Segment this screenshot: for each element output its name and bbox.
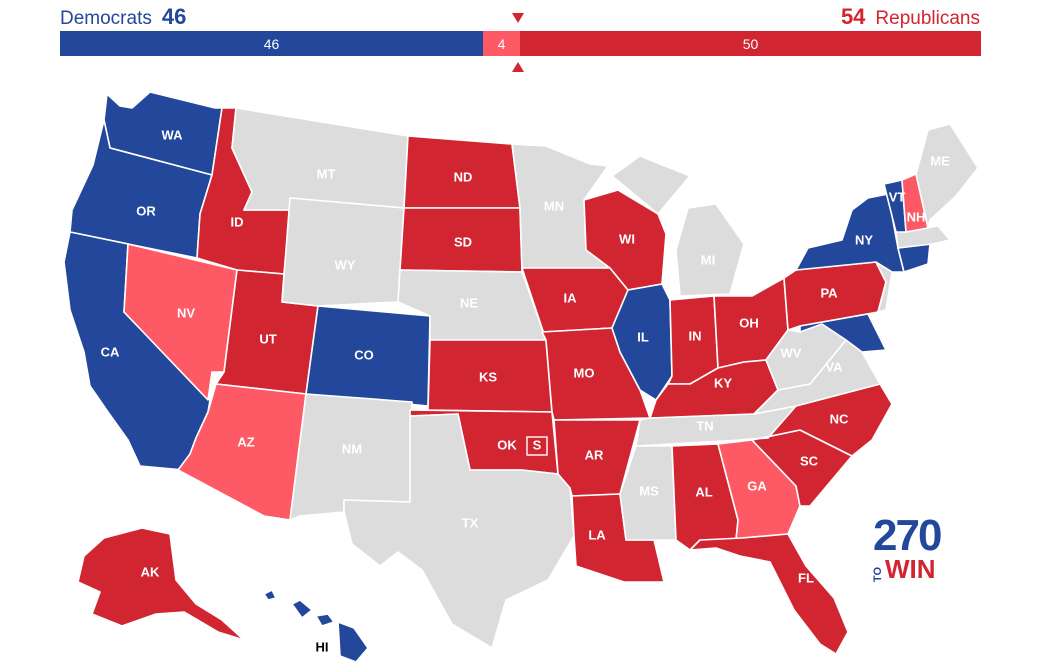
- state-or[interactable]: [69, 119, 213, 259]
- label-az: AZ: [237, 434, 254, 449]
- state-ny[interactable]: [795, 193, 905, 273]
- label-il: IL: [637, 329, 649, 344]
- logo-to: TO: [872, 566, 884, 582]
- special-election-marker: S: [533, 437, 542, 452]
- special-election-badge: S: [526, 436, 548, 456]
- label-ok: OK: [497, 437, 517, 452]
- state-md[interactable]: [799, 313, 887, 353]
- democrats-label: Democrats 46: [60, 4, 186, 30]
- republicans-name: Republicans: [875, 8, 980, 29]
- label-ar: AR: [585, 447, 604, 462]
- label-vt: VT: [889, 189, 906, 204]
- label-mt: MT: [317, 166, 336, 181]
- majority-marker-down-icon: [512, 13, 524, 23]
- label-sc: SC: [800, 453, 819, 468]
- state-ak[interactable]: [77, 527, 245, 641]
- state-fl[interactable]: [689, 533, 849, 655]
- label-nd: ND: [454, 169, 473, 184]
- label-tx: TX: [462, 515, 479, 530]
- label-ny: NY: [855, 232, 873, 247]
- label-id: ID: [231, 214, 244, 229]
- label-ca: CA: [101, 344, 120, 359]
- seat-balance-bar: 46 4 50: [60, 31, 981, 56]
- label-al: AL: [695, 484, 712, 499]
- rep-seats-segment[interactable]: 50: [520, 31, 981, 56]
- state-hi[interactable]: [263, 589, 369, 663]
- label-mo: MO: [574, 365, 595, 380]
- label-sd: SD: [454, 234, 472, 249]
- republicans-label: 54 Republicans: [841, 4, 980, 30]
- logo-win: WIN: [885, 554, 936, 584]
- label-ia: IA: [564, 290, 578, 305]
- state-wy[interactable]: [281, 197, 405, 307]
- label-co: CO: [354, 347, 374, 362]
- republicans-total: 54: [840, 4, 866, 29]
- label-mi: MI: [701, 252, 715, 267]
- label-pa: PA: [820, 285, 838, 300]
- state-me[interactable]: [915, 123, 979, 229]
- label-ga: GA: [747, 478, 767, 493]
- tossup-seats-segment[interactable]: 4: [483, 31, 520, 56]
- label-la: LA: [588, 527, 606, 542]
- state-mt[interactable]: [231, 107, 409, 211]
- democrats-total: 46: [161, 4, 187, 29]
- democrats-name: Democrats: [60, 8, 152, 29]
- 270towin-logo[interactable]: 270 TO WIN: [872, 511, 945, 584]
- state-tx[interactable]: [343, 413, 575, 649]
- label-nc: NC: [830, 411, 849, 426]
- label-ut: UT: [259, 331, 276, 346]
- label-wi: WI: [619, 231, 635, 246]
- label-in: IN: [689, 328, 702, 343]
- label-nm: NM: [342, 441, 362, 456]
- label-wa: WA: [162, 127, 184, 142]
- label-mn: MN: [544, 198, 564, 213]
- label-fl: FL: [798, 570, 814, 585]
- label-nv: NV: [177, 305, 195, 320]
- label-wv: WV: [781, 345, 802, 360]
- label-oh: OH: [739, 315, 759, 330]
- dem-seats-segment[interactable]: 46: [60, 31, 483, 56]
- state-nc[interactable]: [739, 383, 893, 457]
- label-ky: KY: [714, 375, 732, 390]
- majority-marker-up-icon: [512, 62, 524, 72]
- label-or: OR: [136, 203, 156, 218]
- label-hi: HI: [316, 639, 329, 654]
- label-tn: TN: [696, 418, 713, 433]
- label-ms: MS: [639, 483, 659, 498]
- label-ak: AK: [141, 564, 160, 579]
- label-va: VA: [825, 359, 843, 374]
- label-me: ME: [930, 153, 950, 168]
- label-wy: WY: [335, 257, 356, 272]
- logo-number: 270: [873, 511, 942, 560]
- label-ne: NE: [460, 295, 478, 310]
- state-mi[interactable]: [611, 155, 745, 297]
- label-ks: KS: [479, 369, 497, 384]
- label-nh: NH: [907, 209, 926, 224]
